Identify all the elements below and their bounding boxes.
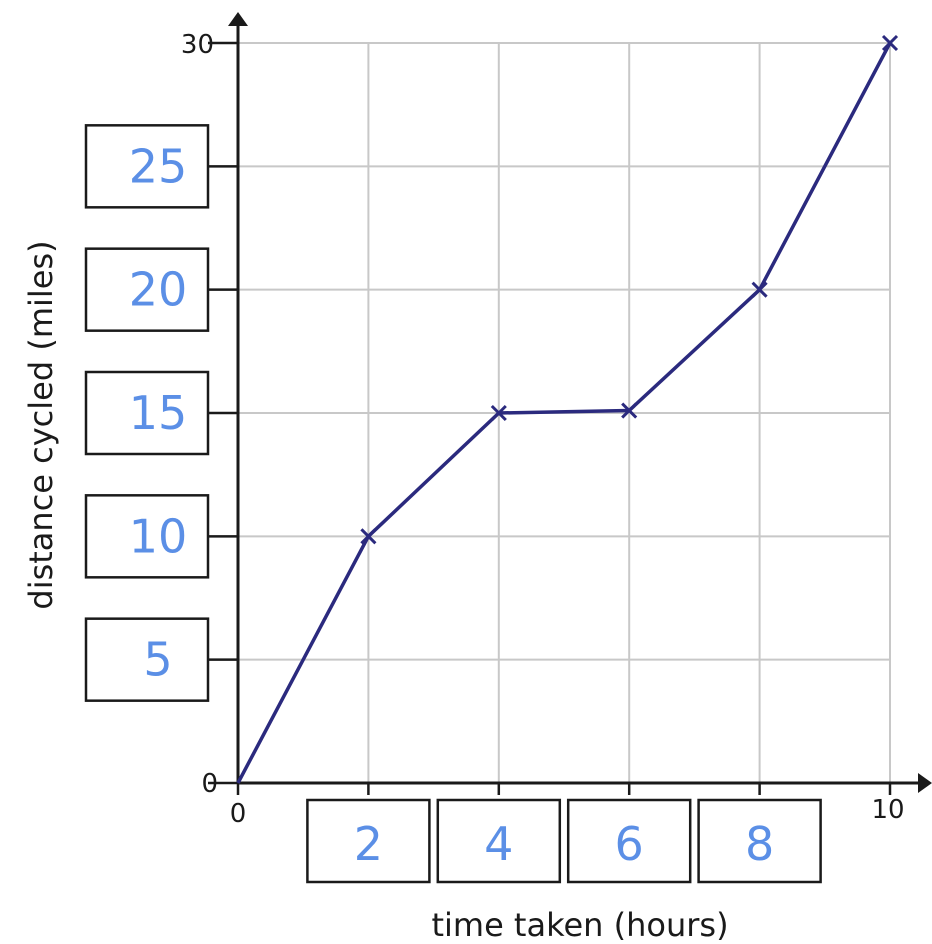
marker-stroke-b [751, 281, 768, 298]
y-handwritten-label-5: 5 [143, 633, 172, 687]
tick-labels: 0 10 0 30 2 4 6 8 5 10 15 20 25 [129, 30, 905, 871]
y-axis-arrow [228, 12, 248, 26]
data-point-8 [751, 281, 768, 298]
x-answer-box-8 [697, 798, 822, 884]
y-tick-label-30: 30 [181, 30, 214, 60]
y-handwritten-label-25: 25 [129, 139, 188, 193]
x-handwritten-label-8: 8 [745, 817, 774, 871]
y-tick-label-0: 0 [201, 769, 218, 799]
tick-marks [208, 41, 892, 795]
x-handwritten-label-2: 2 [354, 817, 383, 871]
marker-stroke-b [621, 402, 638, 419]
y-answer-box-25 [84, 124, 210, 209]
y-answer-box-15 [84, 370, 210, 456]
marker-stroke-b [360, 528, 377, 545]
y-answer-box-10 [84, 494, 210, 579]
x-tick-label-0: 0 [230, 799, 247, 829]
x-handwritten-label-6: 6 [615, 817, 644, 871]
y-answer-box-5 [84, 617, 210, 702]
data-point-2 [360, 528, 377, 545]
x-answer-box-6 [566, 798, 692, 884]
marker-stroke-b [881, 34, 899, 52]
y-axis-label: distance cycled (miles) [22, 240, 60, 609]
grid-lines [238, 42, 891, 783]
series-line [236, 42, 892, 784]
x-answer-box-4 [436, 798, 562, 884]
y-answer-box-20 [84, 247, 210, 332]
data-point-6 [621, 402, 638, 419]
x-axis-arrow [918, 773, 932, 793]
x-handwritten-label-4: 4 [484, 817, 513, 871]
data-point-4 [490, 404, 507, 422]
y-handwritten-label-20: 20 [129, 263, 188, 317]
y-handwritten-label-10: 10 [129, 509, 188, 563]
y-handwritten-label-15: 15 [129, 386, 188, 440]
data-point-10 [881, 34, 899, 52]
series [236, 34, 899, 784]
answer-boxes [84, 124, 822, 884]
marker-stroke-b [490, 404, 507, 422]
x-axis-label: time taken (hours) [431, 906, 728, 944]
x-tick-label-10: 10 [871, 795, 904, 825]
axes [228, 12, 932, 793]
x-answer-box-2 [306, 798, 431, 884]
